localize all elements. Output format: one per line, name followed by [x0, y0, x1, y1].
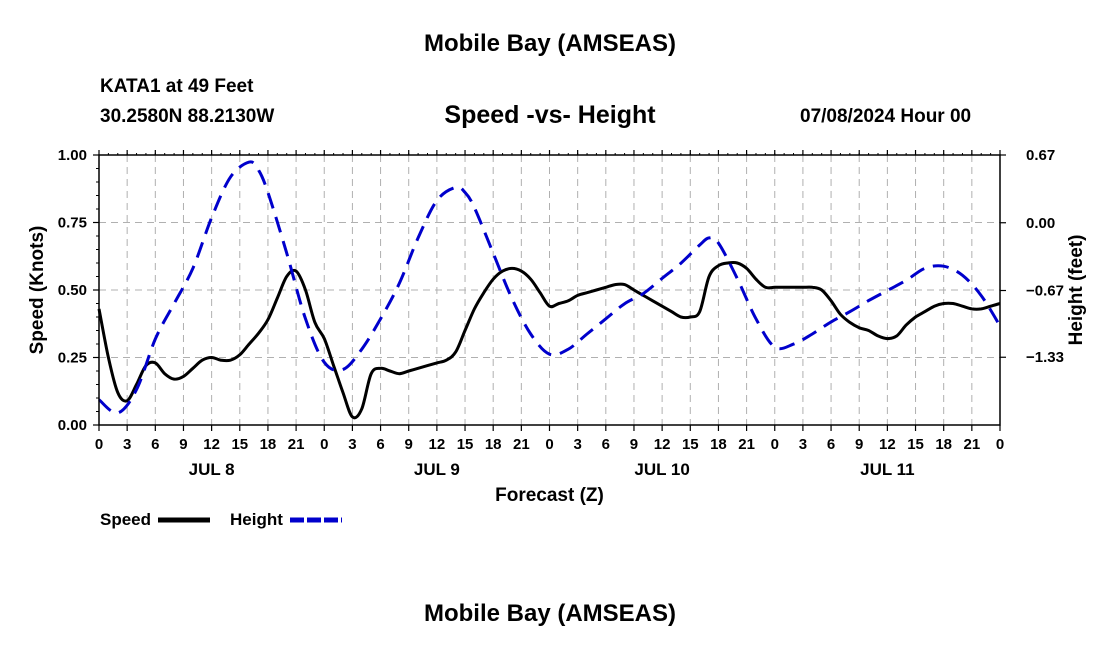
- day-label: JUL 9: [414, 460, 460, 479]
- day-label: JUL 8: [189, 460, 235, 479]
- bottom-title: Mobile Bay (AMSEAS): [423, 600, 677, 627]
- series-line-speed: [97, 260, 1001, 420]
- x-tick-label: 3: [123, 436, 131, 453]
- x-tick-label: 15: [457, 436, 474, 453]
- speed-height-chart: 0 3 6 9 12 15 18 21 0 3 6 9 12 15 18 21 0 3 6 9 12 15 18 21 0 3 6 9…: [27, 147, 1087, 529]
- y-left-tick-label: 0.50: [58, 282, 87, 299]
- page-title: Mobile Bay (AMSEAS): [423, 30, 677, 57]
- x-tick-label: 0: [996, 436, 1004, 453]
- x-tick-label: 6: [376, 436, 384, 453]
- y-right-tick-label: −0.67: [1026, 283, 1064, 300]
- y-left-tick-label: 0.75: [58, 215, 87, 232]
- day-label: JUL 11: [860, 460, 915, 479]
- y-right-tick-label: −1.33: [1026, 349, 1064, 366]
- x-tick-label: 0: [545, 436, 553, 453]
- x-tick-label: 6: [827, 436, 835, 453]
- x-tick-label: 12: [879, 436, 896, 453]
- x-tick-label: 15: [907, 436, 924, 453]
- x-tick-label: 12: [203, 436, 220, 453]
- legend-label-speed: Speed: [100, 510, 151, 529]
- y-left-tick-label: 0.25: [58, 350, 87, 367]
- x-tick-label: 18: [260, 436, 277, 453]
- grid: [99, 155, 1000, 425]
- x-tick-label: 6: [602, 436, 610, 453]
- x-tick-label: 12: [429, 436, 446, 453]
- x-tick-label: 21: [513, 436, 530, 453]
- x-tick-label: 0: [95, 436, 103, 453]
- y-left-tick-label: 0.00: [58, 417, 87, 434]
- x-tick-label: 3: [348, 436, 356, 453]
- x-tick-label: 21: [964, 436, 981, 453]
- legend-label-height: Height: [230, 510, 283, 529]
- x-tick-label: 21: [288, 436, 305, 453]
- x-tick-label: 0: [771, 436, 779, 453]
- legend: Speed Height: [100, 510, 342, 529]
- x-tick-label: 18: [935, 436, 952, 453]
- y-right-tick-label: 0.67: [1026, 147, 1055, 164]
- x-tick-label: 12: [654, 436, 671, 453]
- x-tick-label: 21: [738, 436, 755, 453]
- x-tick-label: 9: [405, 436, 413, 453]
- x-tick-label: 3: [799, 436, 807, 453]
- x-tick-label: 9: [855, 436, 863, 453]
- y-right-tick-label: 0.00: [1026, 215, 1055, 232]
- x-tick-label: 6: [151, 436, 159, 453]
- series-layer: [97, 160, 1002, 420]
- x-tick-label: 3: [573, 436, 581, 453]
- x-tick-label: 18: [485, 436, 502, 453]
- y-left-tick-label: 1.00: [58, 147, 87, 164]
- x-tick-label: 9: [630, 436, 638, 453]
- coordinates-label: 30.2580N 88.2130W: [100, 106, 275, 127]
- forecast-datetime: 07/08/2024 Hour 00: [800, 106, 972, 127]
- chart-subtitle: Speed -vs- Height: [444, 101, 656, 129]
- axes: 0 3 6 9 12 15 18 21 0 3 6 9 12 15 18 21 0 3 6 9 12 15 18 21 0 3 6 9…: [58, 147, 1064, 479]
- y-axis-left-label: Speed (Knots): [27, 226, 48, 355]
- x-tick-label: 9: [179, 436, 187, 453]
- x-axis-label: Forecast (Z): [495, 485, 604, 506]
- x-tick-label: 15: [231, 436, 248, 453]
- y-axis-right-label: Height (feet): [1066, 235, 1087, 346]
- x-tick-label: 15: [682, 436, 699, 453]
- station-label: KATA1 at 49 Feet: [100, 76, 254, 97]
- x-tick-label: 0: [320, 436, 328, 453]
- day-label: JUL 10: [634, 460, 689, 479]
- x-tick-label: 18: [710, 436, 727, 453]
